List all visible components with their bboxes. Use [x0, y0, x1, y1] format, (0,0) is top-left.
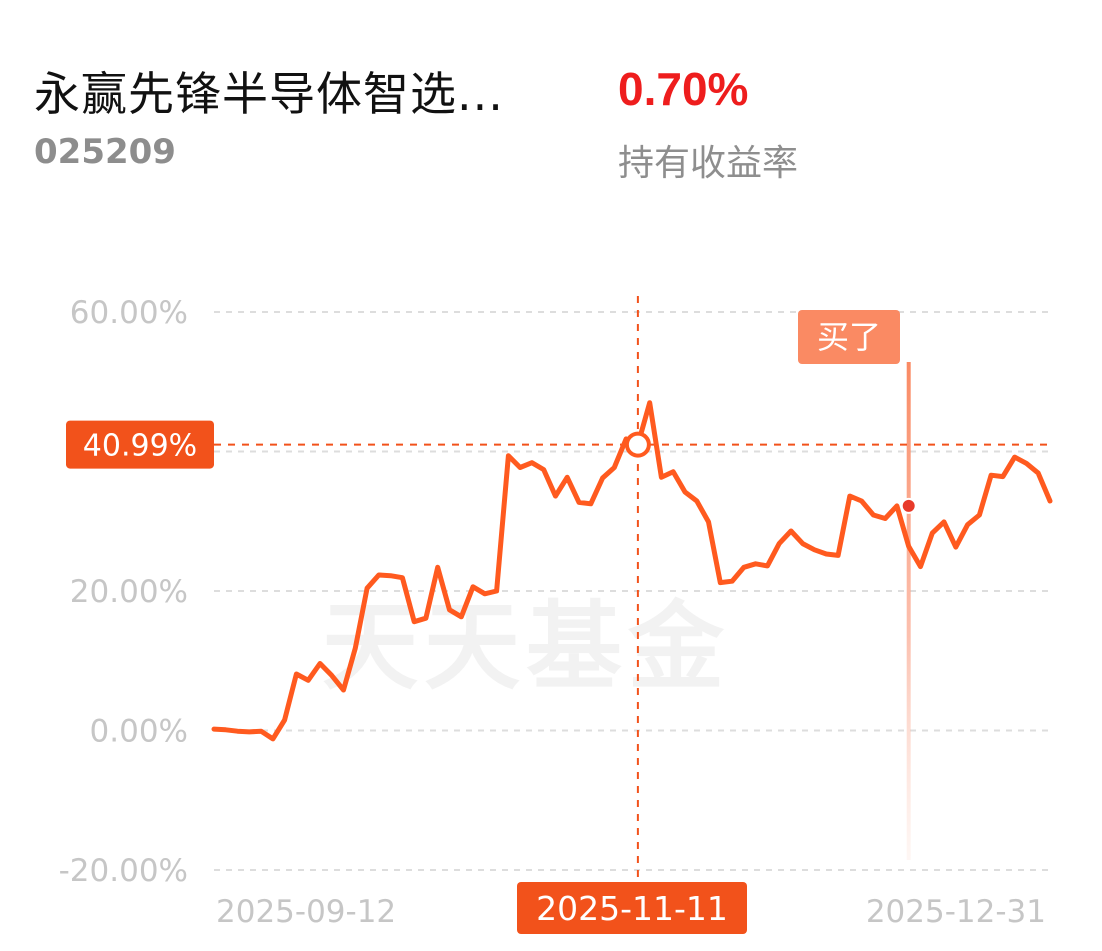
buy-point: [900, 497, 917, 514]
y-tick-label: 0.00%: [90, 714, 188, 750]
holding-return-label: 持有收益率: [618, 143, 799, 184]
crosshair-point: [624, 431, 651, 458]
y-tick-label: 20.00%: [70, 574, 188, 610]
chart-markers: [624, 431, 917, 514]
fund-code: 025209: [34, 132, 176, 172]
y-axis-ticks: 60.00% 20.00% 0.00% -20.00%: [59, 295, 188, 889]
buy-marker-group[interactable]: 买了: [798, 310, 911, 860]
y-tick-label: 60.00%: [70, 295, 188, 331]
crosshair-date-label: 2025-11-11: [536, 889, 728, 928]
buy-marker-line: [906, 362, 911, 860]
y-tick-label: -20.00%: [59, 853, 188, 889]
fund-name: 永赢先锋半导体智选...: [34, 67, 504, 121]
x-tick-label: 2025-09-12: [216, 894, 396, 930]
buy-tag[interactable]: [798, 310, 900, 364]
watermark: 天天基金: [322, 591, 730, 703]
crosshair-date-badge: [517, 882, 747, 934]
crosshair-group: 40.99% 2025-11-11: [66, 296, 1050, 934]
x-axis-ticks: 2025-09-12 2025-12-31: [216, 894, 1046, 930]
holding-return-value: 0.70%: [618, 63, 749, 115]
crosshair-value-label: 40.99%: [83, 429, 197, 464]
x-tick-label: 2025-12-31: [866, 894, 1046, 930]
buy-tag-label: 买了: [817, 318, 881, 356]
crosshair-value-badge: [66, 420, 214, 469]
